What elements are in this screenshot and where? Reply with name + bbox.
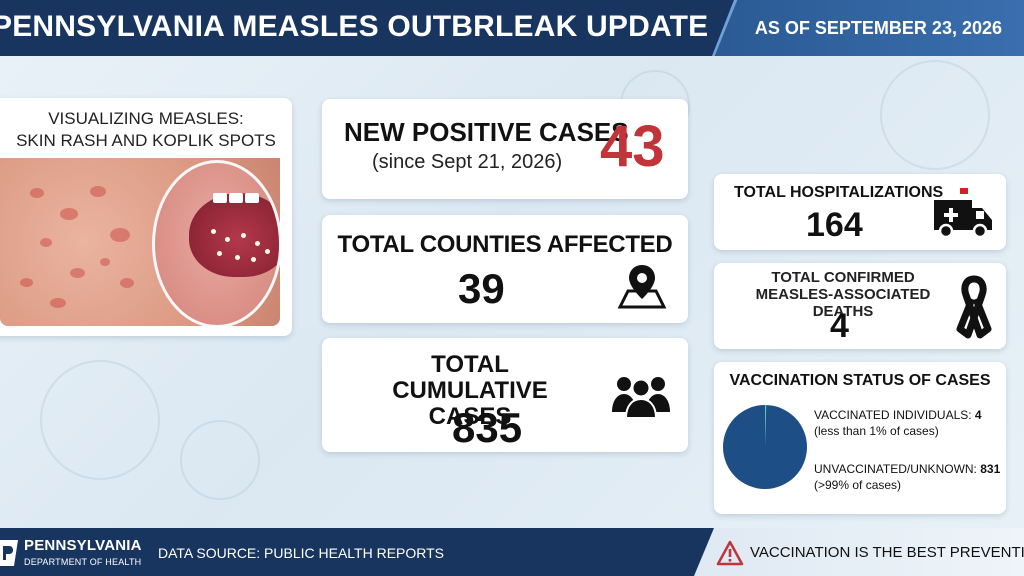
prevention-banner: VACCINATION IS THE BEST PREVENTION: [694, 528, 1024, 576]
vaccination-pie-chart: [723, 405, 807, 489]
new-cases-value: 43: [600, 114, 665, 179]
image-panel-title-line1: VISUALIZING MEASLES:: [48, 109, 244, 128]
vaccination-status-card: VACCINATION STATUS OF CASES VACCINATED I…: [714, 362, 1006, 514]
cumulative-cases-value: 835: [452, 404, 523, 451]
cumulative-cases-label: TOTAL CUMULATIVE CASES: [352, 352, 588, 430]
image-panel-title-line2: SKIN RASH AND KOPLIK SPOTS: [16, 131, 276, 150]
deaths-label: TOTAL CONFIRMED MEASLES-ASSOCIATED DEATH…: [728, 269, 958, 320]
image-panel-title: VISUALIZING MEASLES: SKIN RASH AND KOPLI…: [0, 108, 292, 152]
org-department: DEPARTMENT OF HEALTH: [24, 557, 142, 567]
report-date: AS OF SEPTEMBER 23, 2026: [754, 18, 1002, 38]
deaths-card: TOTAL CONFIRMED MEASLES-ASSOCIATED DEATH…: [714, 263, 1006, 349]
ambulance-icon: [934, 188, 992, 239]
footer-bar: PENNSYLVANIA DEPARTMENT OF HEALTH DATA S…: [0, 528, 1024, 576]
vaccinated-label: VACCINATED INDIVIDUALS:: [814, 408, 975, 422]
deaths-label-line1: TOTAL CONFIRMED: [771, 269, 915, 286]
skin-rash-photo: [0, 158, 280, 326]
counties-card: TOTAL COUNTIES AFFECTED 39: [322, 215, 688, 323]
vaccinated-line: VACCINATED INDIVIDUALS: 4: [814, 408, 982, 422]
page-title: PENNSYLVANIA MEASLES OUTBRLEAK UPDATE: [0, 10, 709, 43]
vaccinated-value: 4: [974, 408, 982, 422]
warning-triangle-icon: [716, 540, 744, 566]
deaths-label-line2: MEASLES-ASSOCIATED DEATHS: [755, 286, 931, 320]
cumulative-cases-card: TOTAL CUMULATIVE CASES 835: [322, 338, 688, 452]
counties-value: 39: [458, 265, 505, 312]
awareness-ribbon-icon: [956, 275, 992, 339]
new-cases-period: (since Sept 21, 2026): [372, 151, 563, 173]
header-bar: PENNSYLVANIA MEASLES OUTBRLEAK UPDATE AS…: [0, 0, 1024, 56]
vaccinated-note: (less than 1% of cases): [814, 424, 939, 438]
pie-slice-vaccinated: [765, 405, 767, 447]
new-cases-card: NEW POSITIVE CASES (since Sept 21, 2026)…: [322, 99, 688, 199]
people-group-icon: [612, 377, 670, 418]
pa-keystone-logo-icon: [0, 540, 18, 566]
new-cases-label: NEW POSITIVE CASES: [344, 117, 629, 147]
cumulative-label-line1: TOTAL CUMULATIVE: [392, 351, 548, 404]
data-source: DATA SOURCE: PUBLIC HEALTH REPORTS: [158, 545, 445, 561]
unvaccinated-note: (>99% of cases): [814, 478, 902, 492]
prevention-slogan: VACCINATION IS THE BEST PREVENTION: [750, 544, 1024, 561]
hospitalizations-card: TOTAL HOSPITALIZATIONS 164: [714, 174, 1006, 250]
unvaccinated-label: UNVACCINATED/UNKNOWN:: [814, 462, 981, 476]
hospitalizations-value: 164: [806, 206, 863, 244]
measles-image-panel: VISUALIZING MEASLES: SKIN RASH AND KOPLI…: [0, 98, 292, 336]
deaths-value: 4: [830, 307, 849, 345]
date-banner: AS OF SEPTEMBER 23, 2026: [712, 0, 1024, 56]
hospitalizations-label: TOTAL HOSPITALIZATIONS: [734, 184, 944, 201]
unvaccinated-value: 831: [980, 462, 1001, 476]
unvaccinated-line: UNVACCINATED/UNKNOWN: 831: [814, 462, 1000, 476]
counties-label: TOTAL COUNTIES AFFECTED: [337, 231, 673, 258]
map-pin-icon: [617, 265, 667, 309]
cumulative-label-line2: CASES: [428, 403, 512, 430]
vaccination-status-title: VACCINATION STATUS OF CASES: [729, 372, 991, 389]
org-name: PENNSYLVANIA: [24, 537, 142, 554]
koplik-spots-closeup: [152, 160, 280, 326]
